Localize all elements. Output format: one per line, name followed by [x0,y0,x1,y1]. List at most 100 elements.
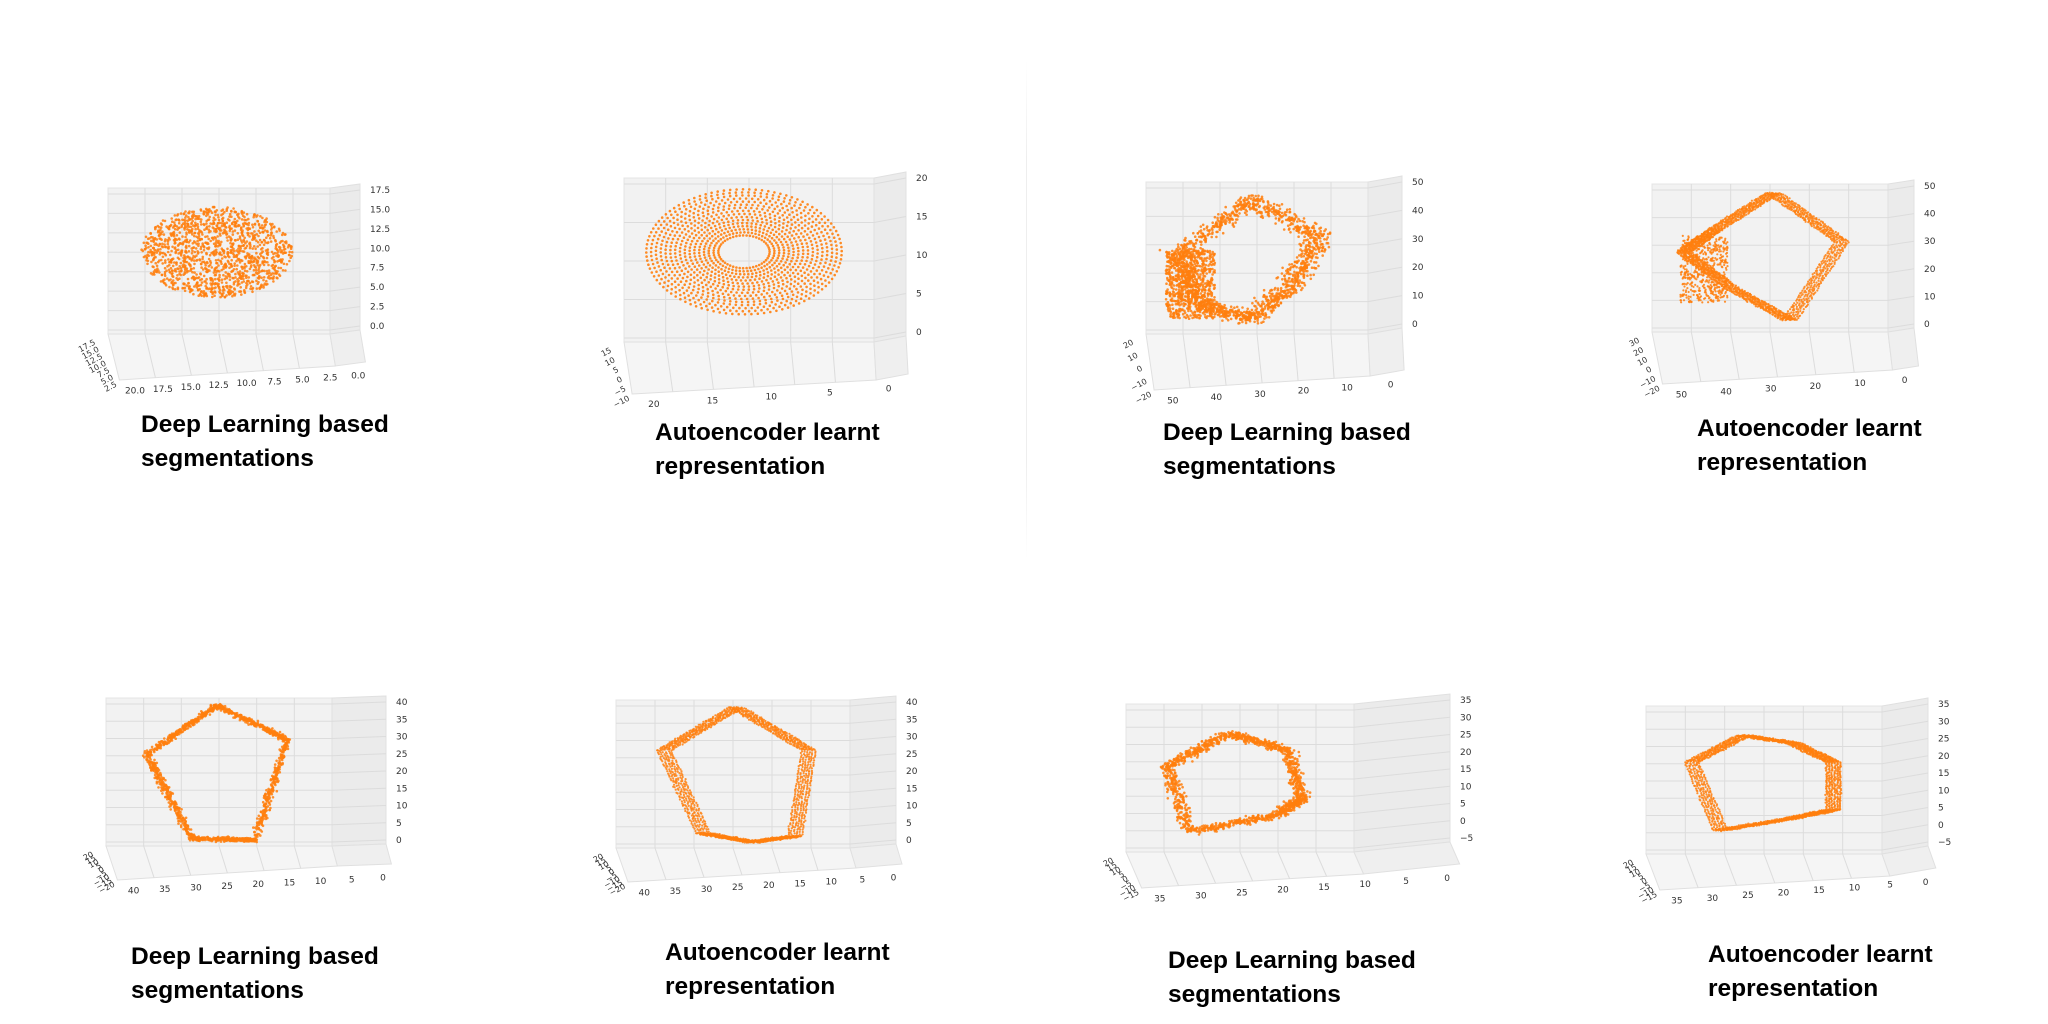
data-point [722,236,725,239]
data-point [667,237,670,240]
data-point [675,270,679,274]
data-point [703,245,707,248]
data-point [239,247,242,250]
data-point [761,221,764,224]
data-point [228,212,232,216]
data-point [223,229,227,232]
data-point [658,234,661,237]
data-point [156,230,160,234]
data-point [226,206,229,209]
data-point [788,238,792,241]
data-point [680,210,683,214]
data-point [755,236,758,239]
data-point [741,200,745,203]
data-point [717,249,720,252]
data-point [751,265,755,269]
data-point [747,209,750,213]
data-point [205,226,208,230]
data-point [221,219,225,223]
data-point [729,290,733,294]
data-point [748,266,752,270]
data-point [272,255,275,259]
data-point [732,213,736,216]
data-point [678,227,681,231]
data-point [815,208,819,212]
data-point [733,203,737,207]
data-point [713,244,717,247]
data-point [711,207,715,211]
data-point [1186,252,1190,255]
data-point [238,235,242,238]
data-point [1187,272,1191,275]
data-point [229,238,232,242]
data-point [728,233,731,236]
data-point [1195,239,1198,242]
data-point [680,269,684,273]
data-point [806,249,810,252]
data-point [1213,313,1217,316]
data-point [694,242,698,246]
data-point [186,255,190,258]
data-point [1193,262,1197,266]
data-point [277,266,280,270]
data-point [1288,290,1291,294]
data-point [231,290,235,294]
data-point [1304,238,1308,242]
data-point [156,260,160,264]
data-point [768,213,772,216]
data-point [220,257,224,260]
data-point [728,191,731,195]
data-point [819,262,822,265]
data-point [1209,314,1213,318]
data-point [808,217,811,221]
data-point [272,252,275,256]
data-point [1273,294,1276,298]
data-point [809,292,812,295]
data-point [265,220,269,224]
data-point [667,279,670,283]
data-point [246,228,250,232]
data-point [1208,311,1212,315]
data-point [180,225,183,229]
data-point [1185,270,1188,274]
data-point [1178,316,1181,320]
data-point [1305,227,1309,230]
data-point [780,271,784,274]
data-point [662,235,666,239]
data-point [215,269,219,273]
data-point [685,289,689,292]
data-point [1288,208,1292,211]
data-point [167,258,170,261]
data-point [724,273,728,277]
data-point [690,222,693,225]
data-point [786,265,789,269]
data-point [1818,228,1821,231]
data-point [186,228,189,231]
data-point [154,242,158,245]
data-point [696,261,699,264]
data-point [834,240,837,243]
data-point [655,278,659,282]
data-point [783,289,787,293]
data-point [786,235,789,238]
data-point [744,279,747,282]
data-point [776,299,779,302]
data-point [725,211,729,214]
data-point [712,253,716,257]
z-tick-label: 10 [1924,292,1936,302]
data-point [220,229,223,232]
data-point [700,306,703,310]
data-point [769,277,773,280]
data-point [760,234,764,238]
data-point [1262,295,1265,299]
data-point [822,265,826,268]
data-point [785,228,788,232]
data-point [712,296,715,300]
data-point [191,219,194,223]
data-point [1236,218,1239,221]
data-point [771,228,774,232]
data-point [734,300,738,304]
data-point [790,196,794,199]
data-point [786,208,789,212]
data-point [1784,202,1787,205]
